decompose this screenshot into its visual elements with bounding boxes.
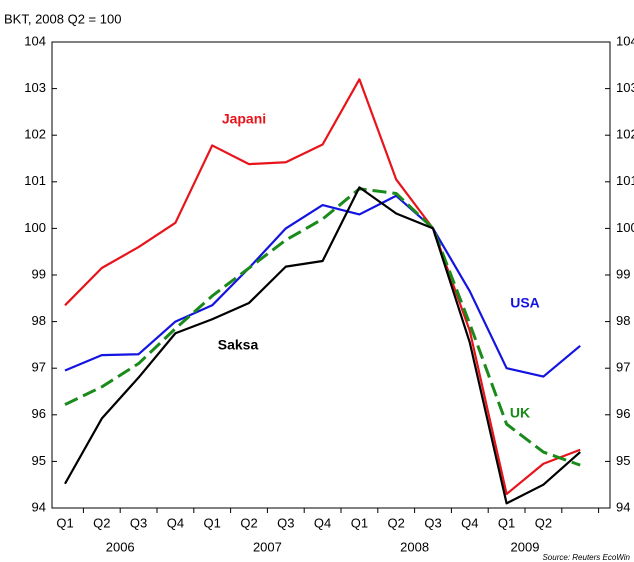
- x-tick-label: Q1: [498, 515, 515, 530]
- series-label: Saksa: [218, 337, 259, 353]
- x-tick-label: Q3: [424, 515, 441, 530]
- y-tick-label: 96: [32, 406, 46, 421]
- x-group-label: 2007: [253, 539, 282, 554]
- x-tick-label: Q2: [93, 515, 110, 530]
- source-note: Source: Reuters EcoWin: [542, 553, 630, 562]
- x-tick-label: Q3: [130, 515, 147, 530]
- x-tick-label: Q2: [535, 515, 552, 530]
- series-line: [64, 78, 581, 496]
- x-tick-label: Q3: [277, 515, 294, 530]
- y-tick-label: 101: [24, 173, 46, 188]
- x-group-label: 2009: [511, 539, 540, 554]
- x-group-label: 2006: [106, 539, 135, 554]
- series-label: UK: [510, 405, 530, 421]
- y2-tick-label: 103: [616, 80, 634, 95]
- y2-tick-label: 94: [616, 499, 630, 514]
- chart-title: BKT, 2008 Q2 = 100: [4, 11, 121, 26]
- y2-tick-label: 104: [616, 33, 634, 48]
- y-tick-label: 98: [32, 313, 46, 328]
- y2-tick-label: 96: [616, 406, 630, 421]
- series-line: [64, 187, 581, 467]
- y-tick-label: 104: [24, 33, 46, 48]
- x-tick-label: Q1: [351, 515, 368, 530]
- series-line: [64, 194, 581, 378]
- y2-tick-label: 102: [616, 127, 634, 142]
- x-tick-label: Q2: [240, 515, 257, 530]
- series-line: [64, 186, 581, 505]
- x-tick-label: Q1: [204, 515, 221, 530]
- y-tick-label: 102: [24, 127, 46, 142]
- y2-tick-label: 101: [616, 173, 634, 188]
- series-label: USA: [510, 295, 540, 311]
- y-tick-label: 95: [32, 453, 46, 468]
- y2-tick-label: 97: [616, 360, 630, 375]
- y-tick-label: 103: [24, 80, 46, 95]
- x-group-label: 2008: [400, 539, 429, 554]
- x-tick-label: Q4: [167, 515, 184, 530]
- x-tick-label: Q2: [388, 515, 405, 530]
- y-tick-label: 97: [32, 360, 46, 375]
- y-tick-label: 99: [32, 266, 46, 281]
- y2-tick-label: 100: [616, 220, 634, 235]
- y-tick-label: 94: [32, 499, 46, 514]
- y2-tick-label: 98: [616, 313, 630, 328]
- series-label: Japani: [222, 111, 266, 127]
- x-tick-label: Q4: [461, 515, 478, 530]
- y2-tick-label: 95: [616, 453, 630, 468]
- x-tick-label: Q1: [56, 515, 73, 530]
- y2-tick-label: 99: [616, 266, 630, 281]
- y-tick-label: 100: [24, 220, 46, 235]
- x-tick-label: Q4: [314, 515, 331, 530]
